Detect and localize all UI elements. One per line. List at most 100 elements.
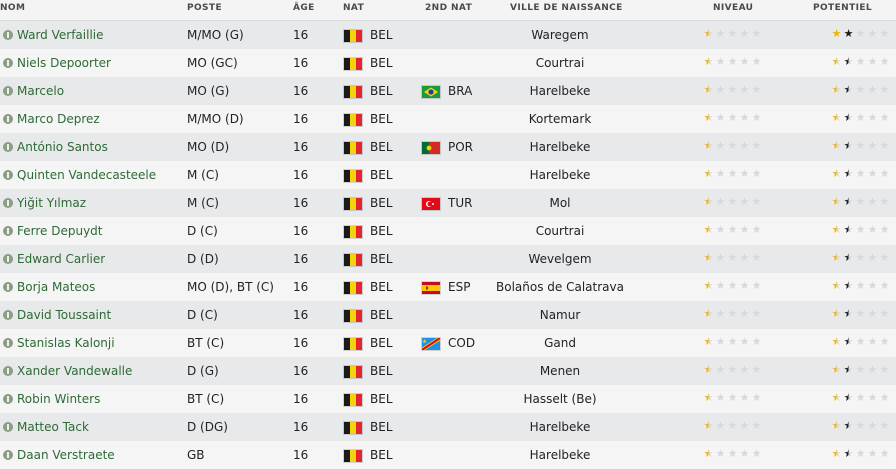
player-name-link[interactable]: Ward Verfaillie: [17, 28, 104, 42]
table-row[interactable]: Quinten Vandecasteele M (C) 16 BEL Harelbeke…: [0, 161, 896, 189]
info-icon[interactable]: [3, 394, 13, 404]
table-row[interactable]: Marcelo MO (G) 16 BEL BRA Harelbeke ★ ★ ★ ★ ★ ★ ★ ★ ★ ★: [0, 77, 896, 105]
info-icon[interactable]: [3, 86, 13, 96]
table-row[interactable]: Matteo Tack D (DG) 16 BEL Harelbeke ★ ★ ★ ★ ★ ★ ★ ★ ★…: [0, 413, 896, 441]
star-icon: ★: [843, 195, 854, 208]
player-nationality: BEL: [370, 140, 393, 154]
niveau-rating: ★ ★ ★ ★ ★: [703, 168, 762, 182]
info-icon[interactable]: [3, 366, 13, 376]
table-row[interactable]: Ferre Depuydt D (C) 16 BEL Courtrai ★ ★ ★ ★ ★ ★ ★ ★ ★…: [0, 217, 896, 245]
info-icon[interactable]: [3, 450, 13, 460]
niveau-rating: ★ ★ ★ ★ ★: [703, 308, 762, 322]
info-icon[interactable]: [3, 114, 13, 124]
flag-icon: [344, 30, 362, 42]
info-icon[interactable]: [3, 282, 13, 292]
flag-icon: [344, 170, 362, 182]
column-header-nat[interactable]: NAT: [343, 3, 365, 13]
star-icon: ★: [855, 279, 866, 292]
info-icon[interactable]: [3, 58, 13, 68]
player-nationality: BEL: [370, 224, 393, 238]
table-row[interactable]: Daan Verstraete GB 16 BEL Harelbeke ★ ★ ★ ★ ★ ★ ★ ★ ★…: [0, 441, 896, 469]
star-icon: ★: [739, 111, 750, 124]
player-position: GB: [187, 448, 205, 462]
info-icon[interactable]: [3, 310, 13, 320]
star-icon: ★: [831, 27, 842, 40]
player-second-nationality: COD: [448, 336, 476, 350]
info-icon[interactable]: [3, 30, 13, 40]
player-name-link[interactable]: Daan Verstraete: [17, 448, 115, 462]
star-icon: ★: [855, 391, 866, 404]
column-header-2nd-nat[interactable]: 2ND NAT: [425, 3, 473, 13]
table-row[interactable]: Niels Depoorter MO (GC) 16 BEL Courtrai ★ ★ ★ ★ ★…: [0, 49, 896, 77]
table-row[interactable]: David Toussaint D (C) 16 BEL Namur ★ ★ ★ ★ ★ ★ ★ ★ ★ ★: [0, 301, 896, 329]
info-icon[interactable]: [3, 226, 13, 236]
table-row[interactable]: Stanislas Kalonji BT (C) 16 BEL COD Gand ★ ★ ★ ★ ★…: [0, 329, 896, 357]
player-nationality: BEL: [370, 392, 393, 406]
star-icon: ★: [703, 419, 714, 432]
player-nationality: BEL: [370, 168, 393, 182]
player-name-link[interactable]: Niels Depoorter: [17, 56, 111, 70]
player-age: 16: [293, 140, 309, 154]
player-name-link[interactable]: Edward Carlier: [17, 252, 106, 266]
player-position: D (DG): [187, 420, 228, 434]
player-name-link[interactable]: David Toussaint: [17, 308, 112, 322]
table-row[interactable]: Yiğit Yılmaz M (C) 16 BEL TUR Mol ★ ★ ★ ★ ★ ★ ★ ★ ★ ★: [0, 189, 896, 217]
player-name-link[interactable]: Matteo Tack: [17, 420, 89, 434]
info-icon[interactable]: [3, 422, 13, 432]
table-row[interactable]: António Santos MO (D) 16 BEL POR Harelbeke ★ ★ ★…: [0, 133, 896, 161]
table-row[interactable]: Robin Winters BT (C) 16 BEL Hasselt (Be) ★ ★ ★ ★…: [0, 385, 896, 413]
star-icon: ★: [739, 55, 750, 68]
player-birthplace: Namur: [539, 308, 581, 322]
player-name-link[interactable]: Xander Vandewalle: [17, 364, 133, 378]
info-icon[interactable]: [3, 198, 13, 208]
star-icon: ★: [855, 83, 866, 96]
table-row[interactable]: Edward Carlier D (D) 16 BEL Wevelgem ★ ★ ★ ★ ★ ★ ★ ★…: [0, 245, 896, 273]
column-header-ville[interactable]: VILLE DE NAISSANCE: [510, 3, 623, 13]
flag-icon: [344, 58, 362, 70]
player-name-link[interactable]: Borja Mateos: [17, 280, 96, 294]
table-row[interactable]: Xander Vandewalle D (G) 16 BEL Menen ★ ★ ★ ★ ★ ★ ★ ★…: [0, 357, 896, 385]
info-icon[interactable]: [3, 170, 13, 180]
star-icon: ★: [739, 167, 750, 180]
star-icon: ★: [751, 27, 762, 40]
star-icon: ★: [855, 363, 866, 376]
star-icon: ★: [831, 279, 842, 292]
star-icon: ★: [751, 251, 762, 264]
info-icon[interactable]: [3, 338, 13, 348]
star-icon: ★: [855, 251, 866, 264]
player-name-link[interactable]: Stanislas Kalonji: [17, 336, 115, 350]
column-header-age[interactable]: ÂGE: [293, 3, 315, 13]
player-age: 16: [293, 448, 309, 462]
player-name-link[interactable]: Yiğit Yılmaz: [17, 196, 87, 210]
info-icon[interactable]: [3, 142, 13, 152]
player-name-link[interactable]: Robin Winters: [17, 392, 101, 406]
potentiel-rating: ★ ★ ★ ★ ★: [831, 168, 890, 182]
column-header-potentiel[interactable]: POTENTIEL: [813, 3, 873, 13]
column-header-nom[interactable]: NOM: [0, 3, 26, 13]
player-position: MO (D), BT (C): [187, 280, 274, 294]
star-icon: ★: [727, 223, 738, 236]
player-name-link[interactable]: António Santos: [17, 140, 108, 154]
star-icon: ★: [703, 195, 714, 208]
player-name-link[interactable]: Ferre Depuydt: [17, 224, 103, 238]
table-row[interactable]: Marco Deprez M/MO (D) 16 BEL Kortemark ★ ★ ★ ★ ★ ★…: [0, 105, 896, 133]
star-icon: ★: [715, 419, 726, 432]
column-header-niveau[interactable]: NIVEAU: [713, 3, 754, 13]
player-nationality: BEL: [370, 364, 393, 378]
table-row[interactable]: Ward Verfaillie M/MO (G) 16 BEL Waregem ★ ★ ★ ★ ★…: [0, 21, 896, 49]
column-header-poste[interactable]: POSTE: [187, 3, 223, 13]
table-row[interactable]: Borja Mateos MO (D), BT (C) 16 BEL ESP Bolaño…: [0, 273, 896, 301]
niveau-rating: ★ ★ ★ ★ ★: [703, 448, 762, 462]
star-icon: ★: [715, 111, 726, 124]
player-birthplace: Harelbeke: [529, 84, 591, 98]
player-name-link[interactable]: Marcelo: [17, 84, 65, 98]
star-icon: ★: [843, 419, 854, 432]
star-icon: ★: [879, 279, 890, 292]
player-position: M (C): [187, 168, 219, 182]
star-icon: ★: [855, 111, 866, 124]
player-position: MO (G): [187, 84, 230, 98]
player-name-link[interactable]: Quinten Vandecasteele: [17, 168, 157, 182]
player-name-link[interactable]: Marco Deprez: [17, 112, 100, 126]
info-icon[interactable]: [3, 254, 13, 264]
